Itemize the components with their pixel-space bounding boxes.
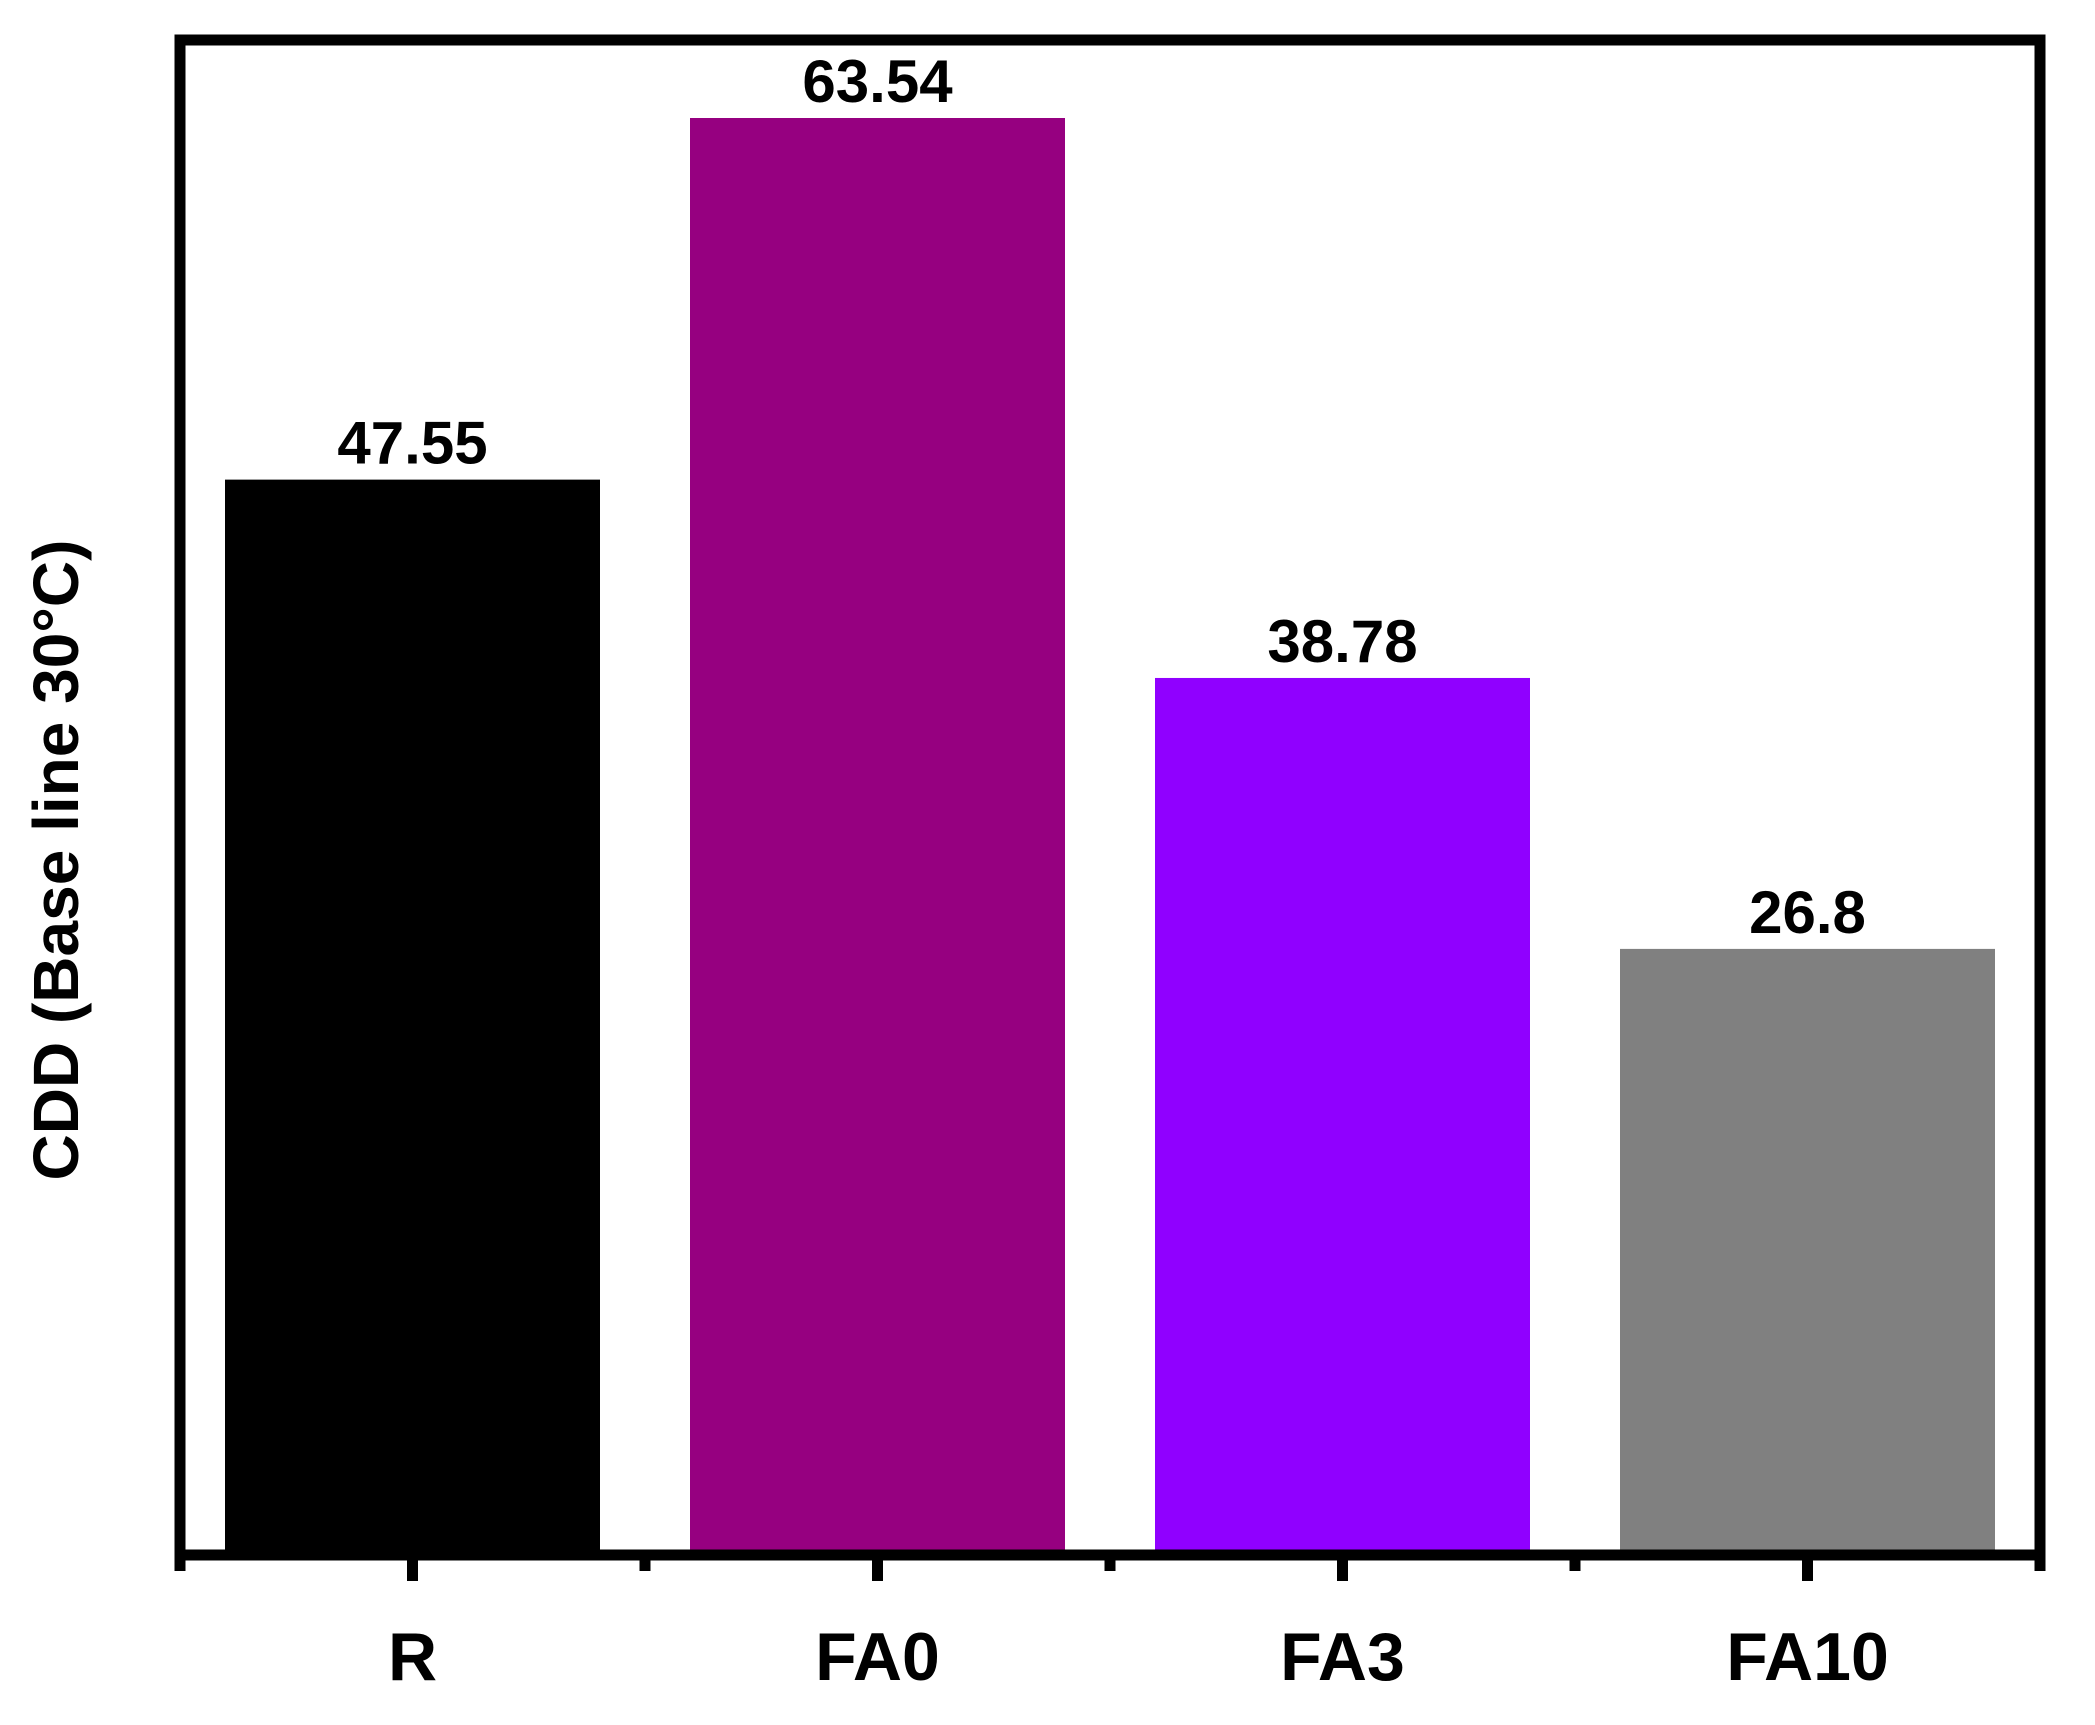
x-tick-label-fa3: FA3: [1280, 1619, 1405, 1695]
value-label-r: 47.55: [337, 410, 487, 477]
y-axis-title: CDD (Base line 30°C): [20, 540, 92, 1181]
x-tick-label-r: R: [388, 1619, 437, 1695]
value-label-fa10: 26.8: [1749, 879, 1866, 946]
bar-r: [225, 479, 600, 1555]
value-label-fa0: 63.54: [802, 48, 953, 115]
x-tick-label-fa10: FA10: [1726, 1619, 1889, 1695]
x-tick-labels-group: R FA0 FA3 FA10: [388, 1619, 1889, 1695]
bar-fa0: [690, 118, 1065, 1555]
bar-fa3: [1155, 677, 1530, 1555]
plot-frame: [174, 34, 2046, 1561]
value-label-fa3: 38.78: [1267, 608, 1417, 675]
value-labels-group: 47.55 63.54 38.78 26.8: [337, 48, 1865, 946]
bars-group: [225, 118, 1995, 1555]
x-tick-label-fa0: FA0: [815, 1619, 940, 1695]
bar-fa10: [1620, 948, 1995, 1555]
